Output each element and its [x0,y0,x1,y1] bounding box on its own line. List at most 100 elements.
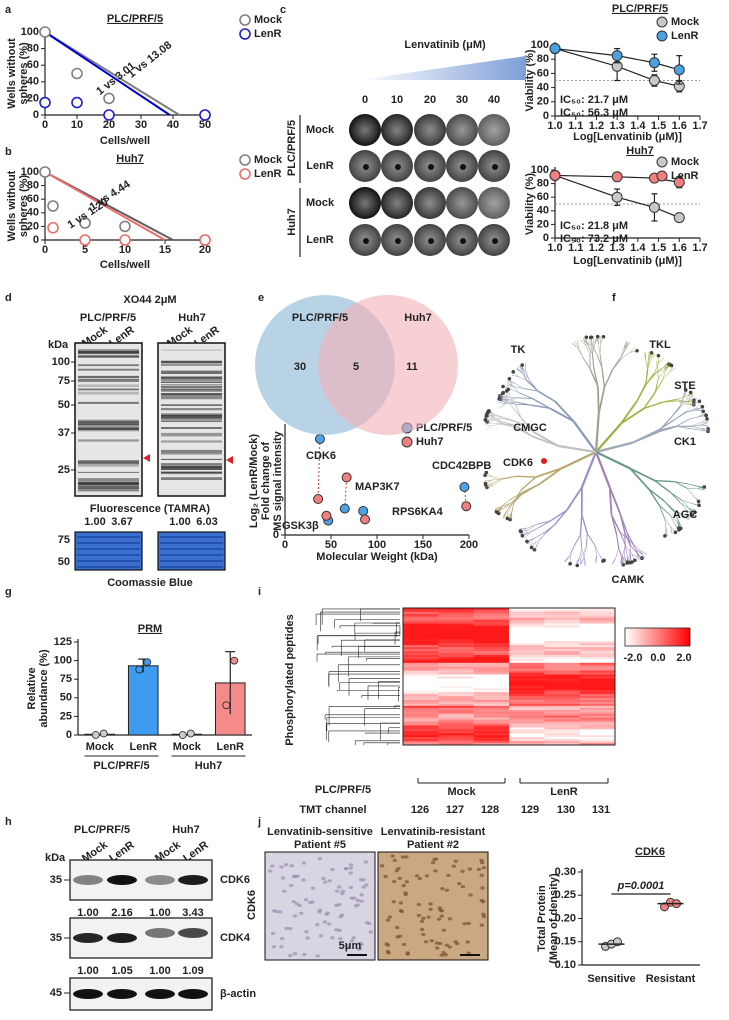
tree-branch [629,347,636,353]
y-axis-label: Wells without [6,170,18,241]
heatmap-cell [438,721,474,724]
heatmap-cell [403,688,439,691]
y-tick-label: 60 [537,191,549,203]
tree-branch [511,502,515,513]
nucleus [426,915,431,919]
venn-label: Huh7 [404,312,432,324]
nucleus [416,913,422,918]
nucleus [399,909,405,914]
heatmap-cell [438,688,474,691]
heatmap-cell [403,674,439,677]
row-label: LenR [306,160,334,172]
tree-branch [581,514,589,534]
tree-branch [688,508,694,515]
heatmap-cell [579,658,616,662]
tree-branch [520,417,536,434]
quant-label: 1.05 [111,965,132,977]
x-tick-label: 1.4 [630,242,646,254]
point [611,191,623,203]
tree-branch [621,348,626,359]
nucleus [401,884,406,888]
tree-branch [701,421,709,425]
tree-branch [629,467,656,482]
heatmap-cell [438,651,474,654]
heatmap-cell [509,701,545,705]
nucleus [364,883,369,887]
heatmap-cell [403,625,439,628]
replicate [230,656,239,665]
x-tick-label: 150 [414,539,432,551]
heatmap-cell [579,656,616,660]
heatmap-cell [579,678,616,681]
y-tick-label: 60 [27,59,39,71]
tree-branch [515,368,523,374]
tree-branch [528,524,537,531]
tree-branch [679,396,684,407]
tree-branch [561,450,597,470]
heatmap-cell [473,658,510,662]
nucleus [271,945,277,949]
heatmap-cell [509,672,545,675]
dose-label: 0 [362,94,368,106]
legend-label: LenR [254,28,282,40]
heatmap-cell [544,647,580,650]
heatmap-cell [438,664,474,668]
tree-branch [518,376,529,382]
tree-branch [687,487,698,490]
dose-wedge [358,56,526,80]
heatmap-cell [403,715,439,718]
heatmap-cell [403,631,439,634]
x-tick-label: 1.5 [651,242,666,254]
tree-leaf [483,473,487,478]
tree-branch [506,384,515,387]
tree-leaf [501,390,506,395]
tree-leaf [656,353,661,358]
heatmap-cell [509,680,545,683]
nucleus [291,874,297,879]
nucleus [292,914,298,918]
nucleus [476,867,482,871]
tree-branch [622,557,625,565]
heatmap-cell [579,682,616,685]
nucleus [392,858,397,862]
tree-branch [619,555,623,564]
heatmap-cell [544,731,580,734]
connector [344,477,348,509]
heatmap-cell [579,705,616,709]
heatmap-cell [544,631,580,634]
nucleus [394,869,400,873]
nucleus [436,917,442,921]
quant-label: 1.00 [149,907,170,919]
heatmap-cell [544,692,580,695]
x-axis-label: Cells/well [100,259,150,271]
tree-branch [685,408,696,413]
heatmap-cell [544,670,580,673]
series-line [554,174,680,219]
kinase-family: CK1 [674,436,696,448]
heatmap-cell [509,647,545,650]
heatmap-cell [579,647,616,650]
heatmap-cell [473,670,510,673]
heatmap-cell [403,694,439,697]
point [119,234,131,246]
heatmap-cell [473,660,510,664]
heatmap-cell [544,641,580,644]
heatmap-cell [544,690,580,693]
heatmap-cell [473,688,510,691]
heatmap-cell [473,619,510,622]
x-axis-label: Log[Lenvatinib (μM)] [573,131,682,143]
nucleus [291,900,296,904]
y-axis-label: Fold change of [260,442,272,521]
heatmap-cell [579,617,616,621]
nucleus [453,859,458,863]
tree-branch [492,478,503,484]
tree-branch [485,425,492,431]
heatmap-cell [579,635,616,638]
blot-title: XO44 2μM [123,294,176,306]
heatmap-cell [509,654,545,658]
heatmap-cell [438,674,474,677]
heatmap-cell [509,711,545,714]
heatmap-cell [403,613,439,617]
y-axis-label: Log₂ (LenR/Mock) [248,434,260,528]
quant-label: 1.00 [169,516,190,528]
